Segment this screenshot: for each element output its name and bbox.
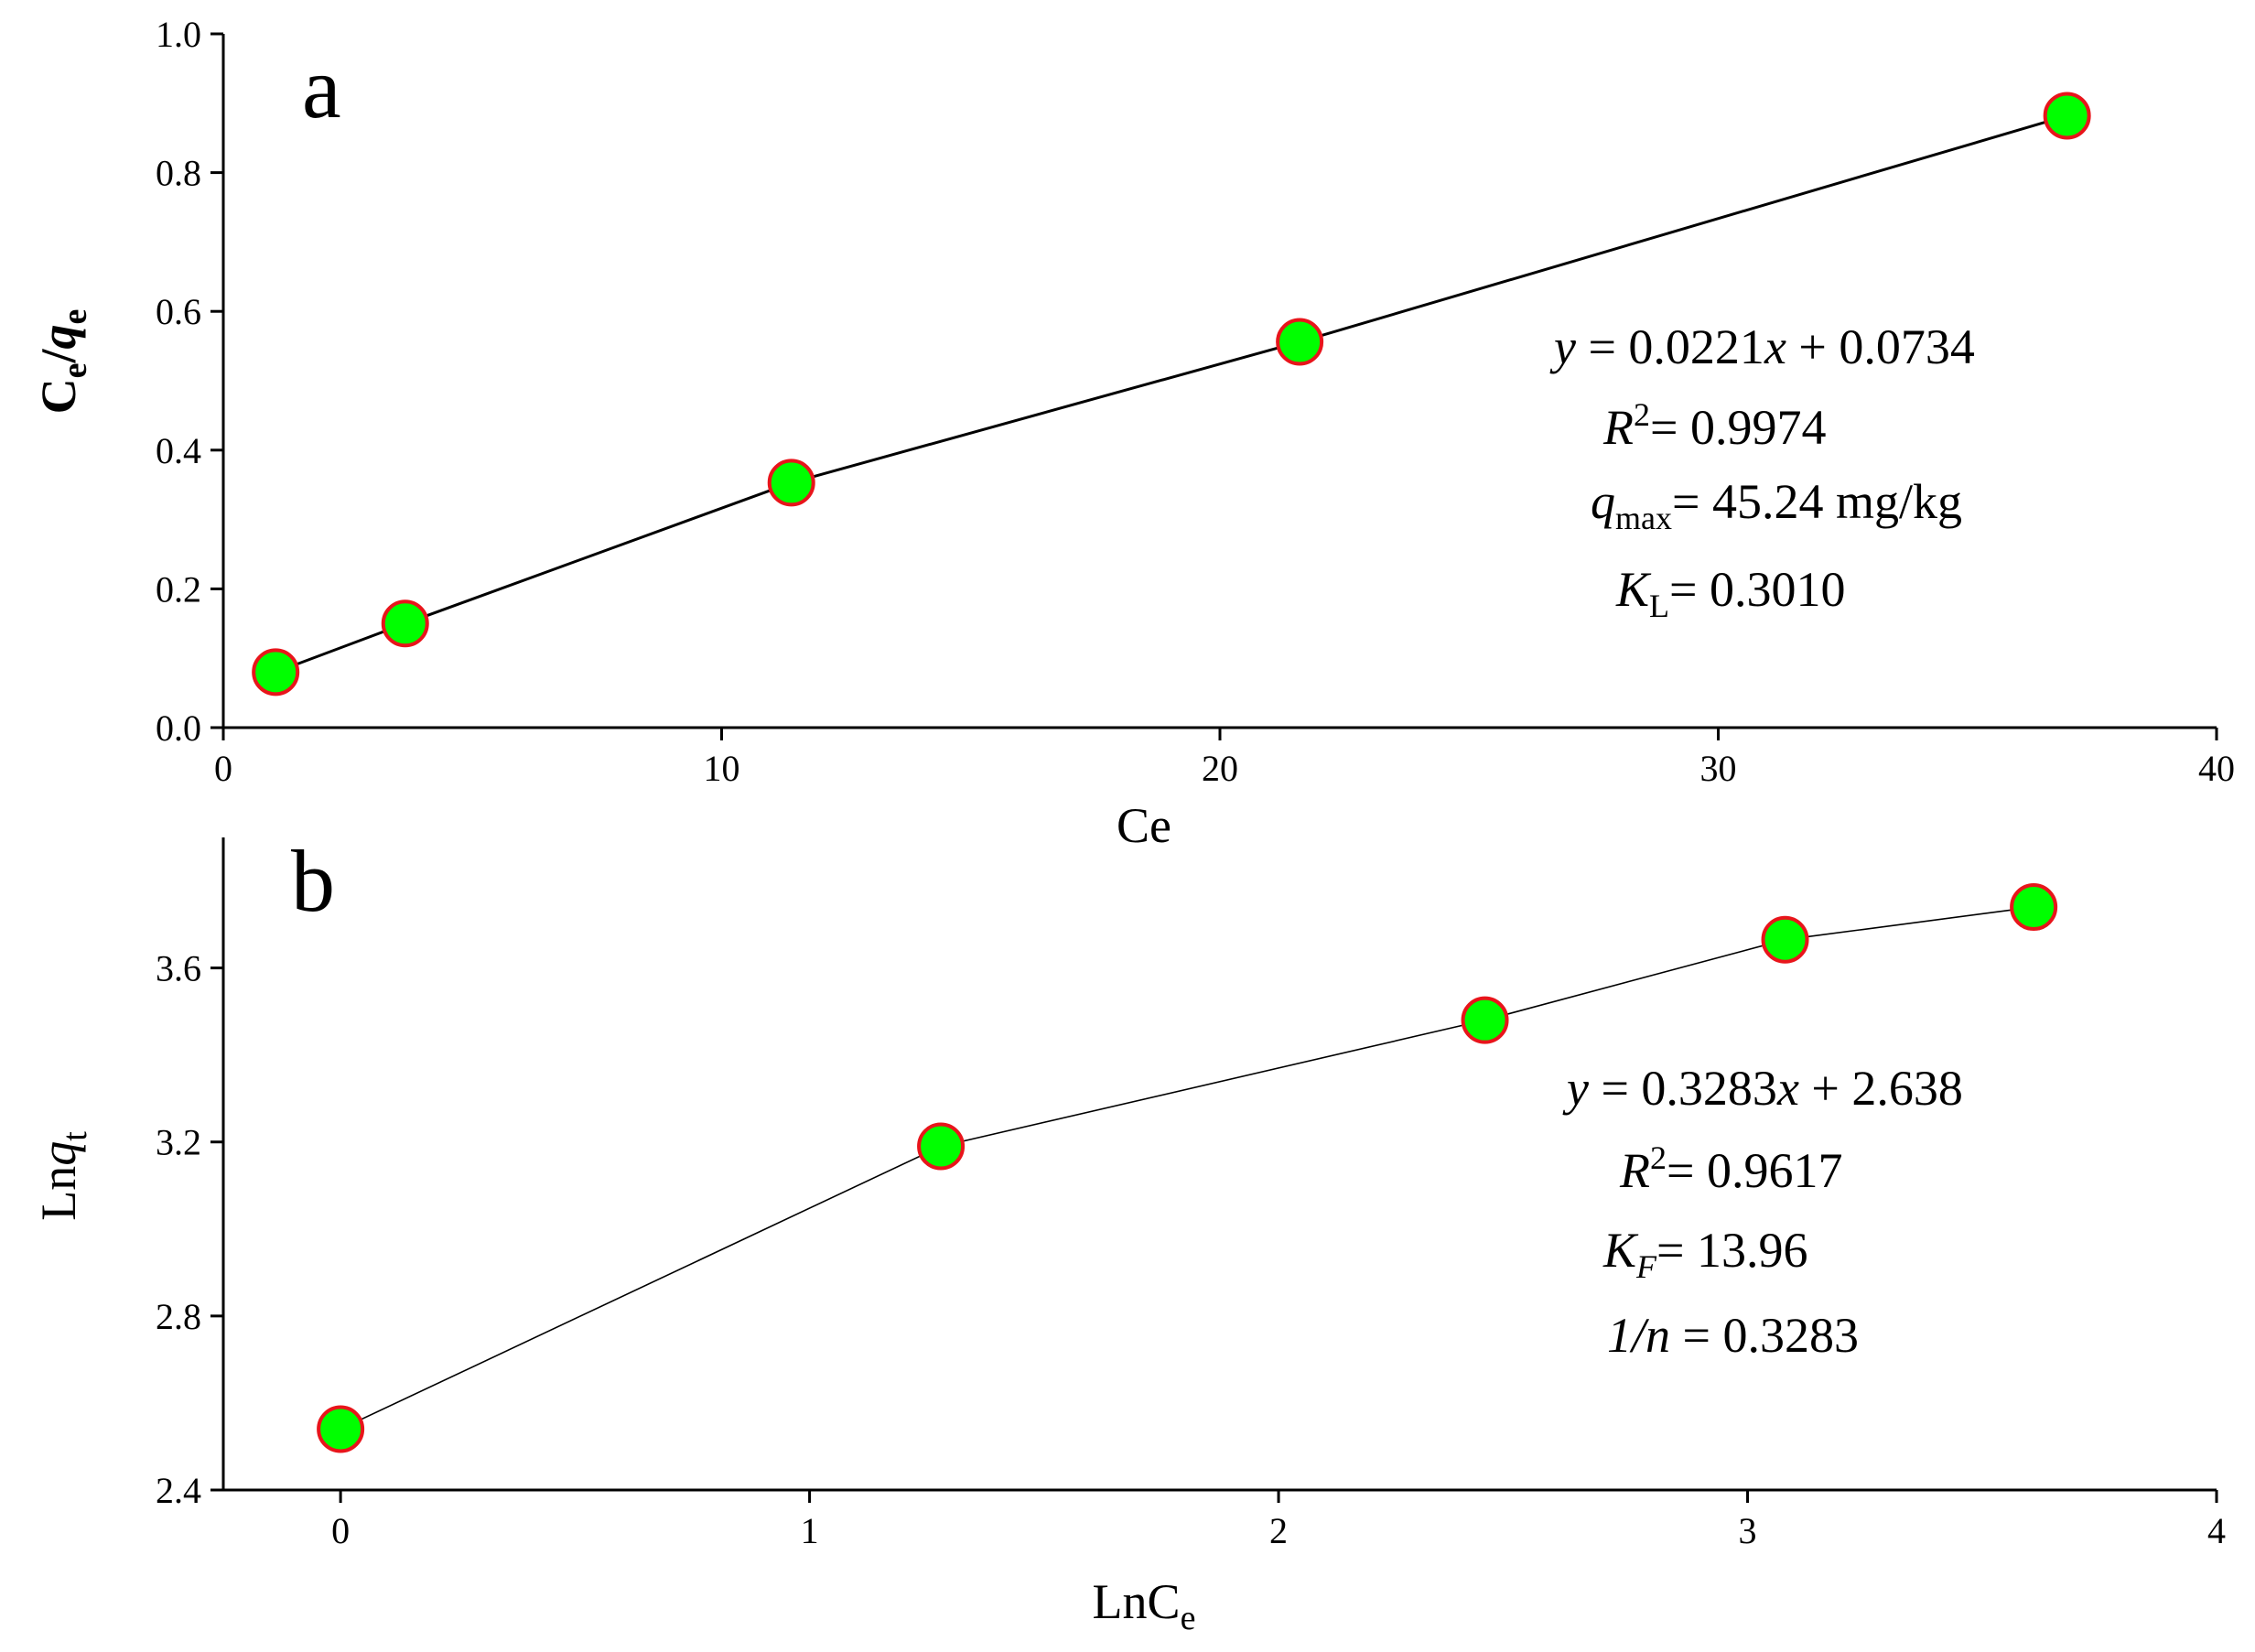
panel-b-x-tick-label: 4 [2207,1510,2226,1551]
panel-b-x-tick-label: 3 [1739,1510,1757,1551]
panel-a-kl: KL= 0.3010 [1615,562,1846,624]
panel-a-x-tick-label: 30 [1700,748,1737,789]
panel-b-y-tick-label: 3.2 [156,1122,201,1163]
panel-b-annotations: y = 0.3283x + 2.638 R2= 0.9617 KF= 13.96… [1562,1061,1963,1363]
panel-b-x-tick-label: 0 [331,1510,350,1551]
panel-a-series [252,92,2091,696]
panel-a-y-tick-label: 1.0 [156,14,201,55]
panel-a-data-point [2043,92,2091,140]
panel-b-one-over-n: 1/n = 0.3283 [1607,1308,1859,1363]
panel-b-data-point [2010,883,2058,932]
panel-a-label: a [302,38,341,136]
panel-a-y-axis-label: Ce/qe [31,309,94,415]
panel-b-y-tick-label: 2.8 [156,1296,201,1337]
panel-b-x-axis-label: LnCe [1093,1574,1196,1637]
panel-a-y-tick-label: 0.4 [156,430,201,471]
panel-a-y-tick-label: 0.6 [156,291,201,332]
panel-b-data-point [917,1122,966,1171]
panel-b-x-tick-label: 2 [1269,1510,1288,1551]
panel-a-y-tick-label: 0.0 [156,707,201,749]
panel-b-data-point [317,1405,365,1453]
panel-b-x-tick-label: 1 [801,1510,819,1551]
panel-a-x-tick-label: 0 [214,748,232,789]
panel-b-y-axis-label: Lnqt [31,1131,94,1221]
panel-a-r-squared: R2= 0.9974 [1602,396,1826,455]
panel-b-y-tick-label: 3.6 [156,948,201,989]
panel-b-axes: 0 1 2 3 4 2.4 2.8 3.2 3.6 [156,837,2226,1551]
panel-a-data-point [252,648,300,696]
panel-b-r-squared: R2= 0.9617 [1619,1139,1842,1198]
panel-a: a 0 10 20 30 40 0.0 0.2 0.4 0.6 0.8 1.0 Ce Ce/qe y… [31,14,2235,853]
panel-a-x-axis-label: Ce [1117,798,1171,853]
panel-a-data-point [767,459,815,507]
panel-b-y-tick-label: 2.4 [156,1470,201,1511]
panel-b-data-point [1461,996,1509,1044]
panel-b-equation: y = 0.3283x + 2.638 [1562,1061,1963,1116]
panel-a-equation: y = 0.0221x + 0.0734 [1549,319,1975,374]
panel-b-data-point [1761,915,1809,964]
panel-a-y-tick-label: 0.8 [156,153,201,194]
panel-a-y-tick-label: 0.2 [156,568,201,610]
panel-b-kf: KF= 13.96 [1602,1223,1808,1285]
panel-a-annotations: y = 0.0221x + 0.0734 R2= 0.9974 qmax= 45… [1549,319,1975,624]
panel-a-x-tick-label: 40 [2198,748,2235,789]
panel-a-x-tick-label: 20 [1202,748,1238,789]
panel-b-label: b [291,832,335,930]
panel-a-data-point [381,599,429,648]
panel-a-data-point [1276,318,1324,366]
panel-b-series [317,883,2058,1453]
panel-a-x-tick-label: 10 [704,748,740,789]
panel-a-qmax: qmax= 45.24 mg/kg [1591,474,1962,536]
panel-a-axes: 0 10 20 30 40 0.0 0.2 0.4 0.6 0.8 1.0 [156,14,2235,789]
panel-b: b 0 1 2 3 4 2.4 2.8 3.2 3.6 LnCe Lnqt y = 0.3283… [31,832,2226,1637]
